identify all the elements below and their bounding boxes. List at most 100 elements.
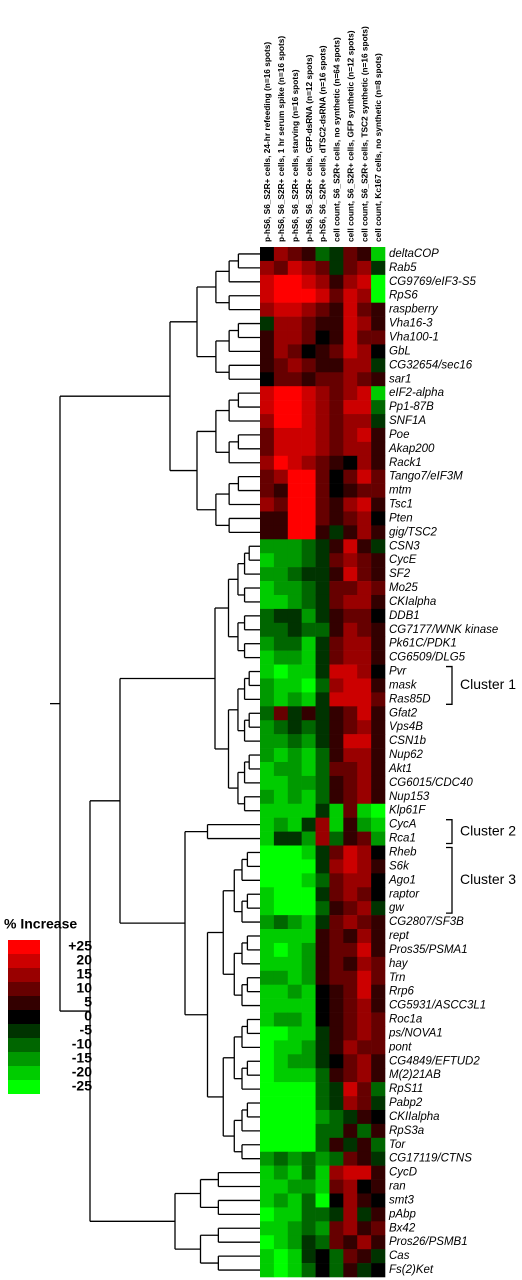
heatmap-cell <box>329 678 344 693</box>
heatmap-cell <box>301 775 316 791</box>
row-label: raptor <box>389 888 420 900</box>
heatmap-cell <box>315 455 330 471</box>
heatmap-cell <box>260 817 275 832</box>
heatmap-cell <box>343 803 358 818</box>
heatmap-cell <box>315 427 330 443</box>
heatmap-cell <box>273 831 289 846</box>
heatmap-cell <box>357 497 372 512</box>
heatmap-cell <box>343 845 358 860</box>
heatmap-cell <box>343 330 358 345</box>
heatmap-cell <box>301 845 316 860</box>
row-label: deltaCOP <box>389 248 439 260</box>
heatmap-cell <box>301 873 316 888</box>
heatmap-cell <box>301 859 316 874</box>
heatmap-cell <box>343 1109 358 1125</box>
heatmap-cell <box>329 803 344 818</box>
heatmap-cell <box>343 288 358 303</box>
heatmap-cell <box>357 1068 372 1083</box>
heatmap-cell <box>301 372 316 387</box>
heatmap-cell <box>371 1179 386 1194</box>
heatmap-cell <box>273 427 289 443</box>
heatmap-cell <box>301 762 316 777</box>
heatmap-cell <box>287 1137 302 1153</box>
heatmap-cell <box>343 692 358 707</box>
heatmap-cell <box>315 720 330 735</box>
heatmap-cell <box>357 650 372 665</box>
heatmap-cell <box>371 372 386 387</box>
heatmap-cell <box>343 1151 358 1166</box>
heatmap-cell <box>301 274 316 290</box>
legend-label: 20 <box>76 952 92 968</box>
heatmap-cell <box>315 1221 330 1236</box>
heatmap-cell <box>329 288 344 303</box>
heatmap-cell <box>273 901 289 916</box>
heatmap-cell <box>315 1082 330 1097</box>
heatmap-cell <box>357 594 372 610</box>
heatmap-cell <box>315 539 330 554</box>
heatmap-cell <box>301 455 316 471</box>
heatmap-cell <box>357 1179 372 1194</box>
heatmap-cell <box>371 386 386 401</box>
heatmap-cell <box>315 622 330 638</box>
heatmap-cell <box>357 302 372 317</box>
heatmap-cell <box>357 803 372 818</box>
heatmap-cell <box>260 622 275 638</box>
heatmap-cell <box>343 1123 358 1139</box>
heatmap-cell <box>301 692 316 707</box>
heatmap-cell <box>301 1012 316 1027</box>
heatmap-cell <box>260 803 275 818</box>
heatmap-cell <box>371 650 386 665</box>
row-label: Rab5 <box>389 262 417 274</box>
heatmap-cell <box>357 845 372 860</box>
heatmap-cell <box>315 247 330 262</box>
heatmap-cell <box>371 553 386 568</box>
heatmap-cell <box>343 567 358 582</box>
heatmap-cell <box>315 594 330 610</box>
heatmap-cell <box>260 873 275 888</box>
heatmap-cell <box>301 1026 316 1041</box>
heatmap-cell <box>287 692 302 707</box>
heatmap-cell <box>343 358 358 373</box>
heatmap-cell <box>371 901 386 916</box>
heatmap-cell <box>371 1249 386 1264</box>
heatmap-cell <box>329 567 344 582</box>
heatmap-cell <box>357 859 372 874</box>
heatmap-cell <box>301 1137 316 1153</box>
heatmap-cell <box>357 775 372 791</box>
heatmap-cell <box>287 901 302 916</box>
heatmap-cell <box>260 274 275 290</box>
heatmap-cell <box>260 1263 275 1278</box>
heatmap-cell <box>260 553 275 568</box>
heatmap-cell <box>273 1263 289 1278</box>
heatmap-cell <box>273 956 289 972</box>
heatmap-cell <box>315 1179 330 1194</box>
heatmap-cell <box>357 1123 372 1139</box>
heatmap-cell <box>343 789 358 805</box>
row-label: S6k <box>389 860 410 872</box>
heatmap-cell <box>260 664 275 679</box>
heatmap-cell <box>301 1054 316 1069</box>
heatmap-cell <box>273 414 289 429</box>
heatmap-cell <box>315 260 330 276</box>
heatmap-cell <box>301 608 316 624</box>
heatmap-cell <box>301 887 316 902</box>
heatmap-cell <box>260 386 275 401</box>
heatmap-cell <box>260 636 275 651</box>
heatmap-cell <box>315 664 330 679</box>
heatmap-cell <box>371 1263 386 1278</box>
heatmap-cell <box>357 469 372 484</box>
heatmap-cell <box>343 553 358 568</box>
heatmap-cell <box>329 274 344 290</box>
heatmap-cell <box>343 636 358 651</box>
heatmap-cell <box>357 400 372 415</box>
heatmap-cell <box>371 1165 386 1180</box>
heatmap-cell <box>287 1235 302 1250</box>
heatmap-cell <box>273 567 289 582</box>
heatmap-cell <box>287 775 302 791</box>
row-label: CG2807/SF3B <box>389 916 464 928</box>
heatmap-cell <box>315 1040 330 1055</box>
heatmap-cell <box>315 567 330 582</box>
heatmap-cell <box>371 1137 386 1153</box>
heatmap-cell <box>287 414 302 429</box>
heatmap-cell <box>357 678 372 693</box>
